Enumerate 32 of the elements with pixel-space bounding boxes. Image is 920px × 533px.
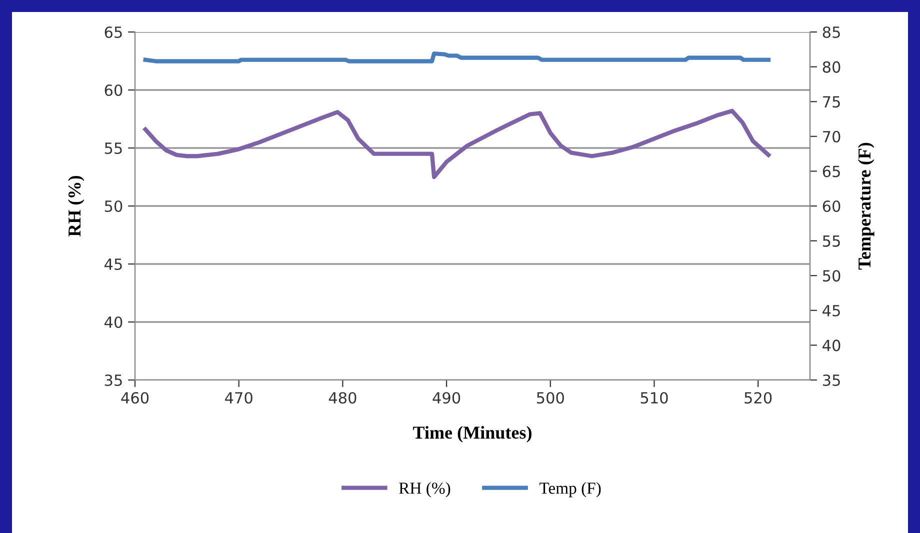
- line-series: [143, 108, 771, 180]
- x-tick-label: 470: [225, 392, 252, 404]
- y2-axis-title: Temperature (F): [858, 142, 874, 270]
- legend-label: Temp (F): [540, 482, 601, 498]
- y-tick-label: 40: [104, 316, 122, 328]
- x-tick-label: 460: [121, 392, 149, 404]
- y2-tick-label: 65: [822, 166, 840, 178]
- y-tick-label: 50: [104, 200, 122, 212]
- y-tick-label: 35: [104, 374, 122, 386]
- y2-tick-label: 60: [822, 200, 840, 212]
- y2-tick-label: 85: [822, 26, 840, 38]
- y2-tick-label: 35: [822, 374, 840, 386]
- y-tick-label: 65: [104, 26, 122, 38]
- y2-tick-label: 55: [822, 235, 840, 247]
- y-axis-title: RH (%): [68, 176, 84, 237]
- x-tick-label: 480: [328, 392, 356, 404]
- y-tick-label: 60: [104, 84, 122, 96]
- x-axis-title: Time (Minutes): [413, 426, 532, 442]
- x-tick-label: 500: [536, 392, 564, 404]
- y-tick-label: 45: [104, 258, 122, 270]
- x-tick-label: 520: [744, 392, 772, 404]
- x-tick-label: 490: [432, 392, 460, 404]
- line-series: [143, 51, 771, 64]
- y-tick-label: 55: [104, 142, 122, 154]
- legend-label: RH (%): [399, 482, 450, 498]
- y2-tick-label: 80: [822, 61, 840, 73]
- y2-tick-label: 45: [822, 305, 840, 316]
- y2-tick-label: 40: [822, 340, 840, 352]
- y2-tick-label: 75: [823, 96, 840, 108]
- x-tick-label: 510: [640, 392, 668, 404]
- y2-tick-label: 50: [822, 270, 840, 282]
- y2-tick-label: 70: [823, 130, 840, 142]
